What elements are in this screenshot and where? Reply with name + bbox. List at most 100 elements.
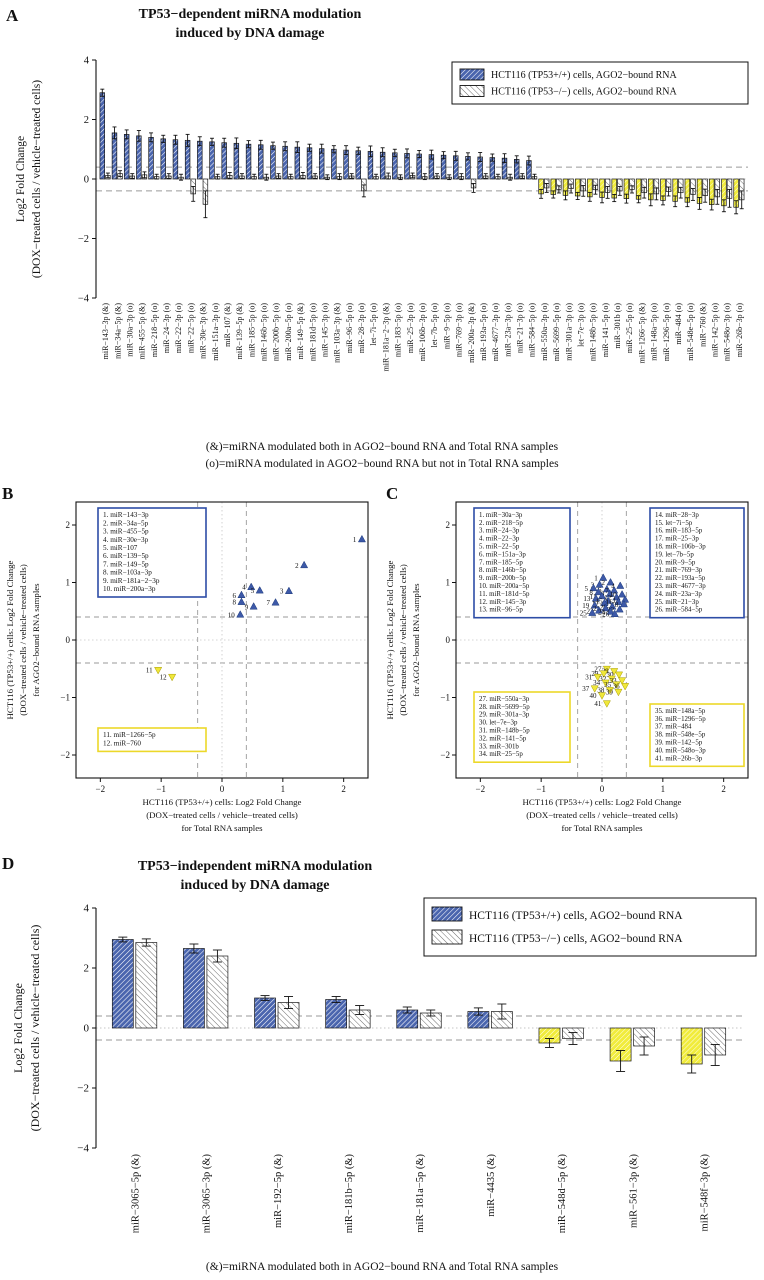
chart-text: 34 bbox=[593, 679, 601, 687]
bar bbox=[254, 997, 276, 1029]
chart-text: 10. miR−200a−5p bbox=[479, 583, 530, 590]
chart-text: miR−548o−3p (o) bbox=[723, 303, 732, 361]
legend-swatch-wt bbox=[431, 906, 463, 922]
chart-text: miR−24−3p (o) bbox=[162, 303, 171, 353]
point-down bbox=[607, 675, 616, 684]
chart-text: 13. miR−96−5p bbox=[479, 607, 523, 614]
chart-text: −1 bbox=[156, 784, 166, 794]
chart-text: 5. miR−107 bbox=[103, 544, 138, 552]
chart-text: miR−30a−3p (o) bbox=[125, 303, 134, 357]
chart-text: miR−548d−5p (&) bbox=[557, 1153, 568, 1233]
chart-text: 29. miR−301a−3p bbox=[479, 712, 530, 719]
chart-text: 30 bbox=[607, 671, 615, 679]
chart-text: 27 bbox=[594, 665, 602, 673]
bar bbox=[135, 942, 158, 1029]
point-up bbox=[597, 591, 607, 600]
panel-label-c: C bbox=[386, 484, 399, 503]
point-up bbox=[589, 583, 598, 592]
chart-text: 1 bbox=[353, 536, 357, 544]
chart-text: let−7e−3p (o) bbox=[576, 303, 585, 347]
bar bbox=[197, 140, 203, 180]
chart-text: 3 bbox=[280, 588, 284, 596]
point-up bbox=[271, 598, 280, 606]
chart-text: 30. let−7e−3p bbox=[479, 720, 518, 727]
bar bbox=[160, 138, 166, 180]
point-up bbox=[357, 534, 366, 543]
chart-text: 6 bbox=[598, 586, 602, 594]
legend-swatch-ko bbox=[459, 85, 485, 97]
chart-text: −2 bbox=[78, 234, 89, 245]
chart-text: HCT116 (TP53+/+) cells: Log2 Fold Change bbox=[385, 560, 395, 719]
chart-text: for AGO2−bound RNA samples bbox=[411, 583, 421, 697]
bar bbox=[209, 141, 215, 180]
x-category-labels: miR−3065−5p (&) miR−3065−3p (&) miR−192−5p… bbox=[131, 1153, 711, 1233]
chart-text: 5. miR−22−5p bbox=[479, 544, 520, 551]
chart-text: −4 bbox=[78, 293, 90, 304]
chart-text: HCT116 (TP53−/−) cells, AGO2−bound RNA bbox=[469, 933, 683, 945]
point-up bbox=[595, 580, 604, 588]
chart-text: −2 bbox=[476, 784, 486, 794]
miRNA-key-boxes: 1. miR−143−3p2. miR−34a−5p3. miR−455−5p4… bbox=[97, 507, 207, 753]
chart-text: 15. let−7i−5p bbox=[655, 520, 693, 527]
panel-d-bar-chart: −4 −2 0 2 4 Log2 Fold Change (DOX−treated cell… bbox=[11, 897, 757, 1233]
chart-text: (DOX−treated cells / vehicle−treated cel… bbox=[398, 564, 408, 716]
panel-a-title: TP53−dependent miRNA modulation induced … bbox=[70, 6, 430, 44]
legend-swatch-ko bbox=[431, 929, 463, 945]
chart-text: miR−1296−5p (o) bbox=[662, 303, 671, 361]
chart-text: miR−25−5p (o) bbox=[625, 303, 634, 353]
panel-d-title-line1: TP53−independent miRNA modulation bbox=[137, 859, 373, 874]
chart-text: 2 bbox=[66, 520, 71, 530]
chart-text: 5 bbox=[584, 585, 588, 593]
chart-text: miR−30e−3p (&) bbox=[199, 303, 208, 359]
point-down bbox=[602, 665, 611, 674]
chart-text: 2. miR−34a−5p bbox=[103, 519, 149, 527]
bar bbox=[258, 144, 264, 180]
chart-text: miR−3065−3p (&) bbox=[202, 1153, 213, 1233]
chart-text: 16 bbox=[606, 599, 614, 607]
point-down bbox=[597, 692, 607, 700]
chart-text: miR−148b−5p (o) bbox=[589, 303, 598, 361]
panel-a-footnote-amp: (&)=miRNA modulated both in AGO2−bound R… bbox=[205, 441, 559, 453]
point-down bbox=[590, 685, 599, 693]
bar bbox=[99, 92, 105, 180]
chart-text: 26 bbox=[602, 611, 610, 619]
point-down bbox=[605, 687, 614, 695]
chart-text: miR−181a−5p (&) bbox=[415, 1154, 426, 1233]
legend: HCT116 (TP53+/+) cells, AGO2−bound RNA HC… bbox=[451, 61, 749, 105]
chart-text: miR−5699−5p (o) bbox=[552, 303, 561, 361]
point-up bbox=[606, 607, 615, 615]
point-down bbox=[621, 683, 630, 691]
chart-text: 3. miR−24−3p bbox=[479, 528, 520, 535]
chart-text: miR−141−5p (o) bbox=[601, 303, 610, 357]
chart-text: miR−28−3p (o) bbox=[357, 303, 366, 353]
point-up bbox=[600, 598, 609, 607]
point-up bbox=[619, 599, 628, 608]
chart-text: 23 bbox=[586, 607, 594, 615]
chart-text: 7. miR−185−5p bbox=[479, 559, 523, 566]
chart-text: 19. let−7b−5p bbox=[655, 551, 694, 558]
bar bbox=[270, 145, 276, 180]
chart-text: 4 bbox=[611, 583, 615, 591]
point-up bbox=[255, 586, 264, 594]
chart-text: 6. miR−151a−3p bbox=[479, 551, 526, 558]
chart-text: 8. miR−103a−3p bbox=[103, 569, 152, 577]
bar bbox=[306, 147, 313, 180]
chart-text: 36. miR−1296−5p bbox=[655, 716, 706, 723]
chart-text: miR−22−5p (o) bbox=[186, 303, 195, 353]
chart-text: miR−200a−5p (o) bbox=[284, 303, 293, 361]
chart-text: 27. miR−550a−3p bbox=[479, 696, 530, 703]
chart-text: −4 bbox=[77, 1142, 89, 1154]
chart-text: for Total RNA samples bbox=[561, 823, 643, 833]
chart-text: miR−26b−3p (o) bbox=[735, 303, 744, 357]
chart-text: −2 bbox=[440, 750, 450, 760]
chart-text: 2. miR−218−5p bbox=[479, 520, 523, 527]
chart-text: (DOX−treated cells / vehicle−treated cel… bbox=[18, 564, 28, 716]
chart-text: 2 bbox=[446, 520, 451, 530]
chart-text: miR−548f−3p (&) bbox=[699, 1154, 710, 1232]
chart-text: 21 bbox=[593, 605, 601, 613]
panel-a-title-line1: TP53−dependent miRNA modulation bbox=[138, 7, 362, 22]
chart-text: 11. miR−1266−5p bbox=[103, 731, 156, 739]
